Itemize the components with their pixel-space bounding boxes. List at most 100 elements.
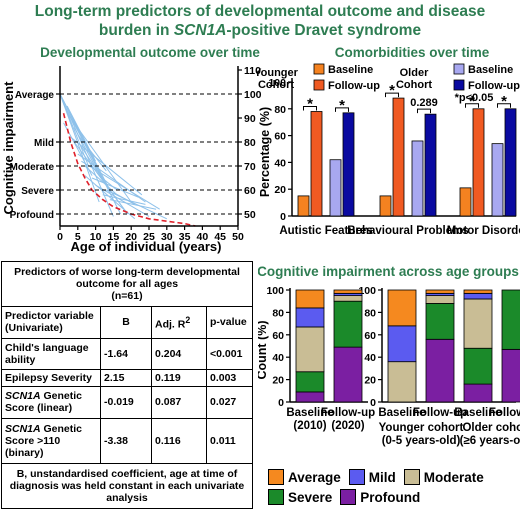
y-tick-label: 60 xyxy=(364,330,376,342)
title-line-2: burden in SCN1A-positive Dravet syndrome xyxy=(0,21,520,40)
legend-label: Baseline xyxy=(328,64,373,76)
legend-label: Profound xyxy=(360,489,421,505)
header-b: B xyxy=(100,306,152,339)
legend-item-mild: Mild xyxy=(348,468,396,486)
row-gene: SCN1A xyxy=(5,422,41,435)
header-predictor: Predictor variable (Univariate) xyxy=(1,306,101,339)
stacked-segment xyxy=(387,325,417,363)
y-right-tick-label: 50 xyxy=(244,209,256,221)
cohort-label: Younger xyxy=(256,67,299,79)
bar xyxy=(342,112,355,217)
stacked-segment xyxy=(463,383,493,403)
trend-line xyxy=(62,113,196,227)
row-r2: 0.116 xyxy=(151,417,207,464)
y-right-tick-label: 100 xyxy=(244,89,262,101)
bar xyxy=(392,97,405,217)
title-gene: SCN1A xyxy=(173,22,227,39)
x-axis-label: Age of individual (years) xyxy=(71,239,222,254)
y-tick-label: 0 xyxy=(280,211,286,223)
x-tick-label: 0 xyxy=(57,231,63,243)
table-title: Predictors of worse long-term developmen… xyxy=(1,260,253,308)
row-b: -0.019 xyxy=(100,386,152,419)
developmental-outcome-chart: Developmental outcome over time Average Mi… xyxy=(1,45,262,254)
y-right-tick-label: 110 xyxy=(244,65,261,77)
x-tick-label: 10 xyxy=(90,231,102,243)
stacked-segment xyxy=(463,298,493,349)
significance-bracket xyxy=(303,105,317,111)
row-b: -1.64 xyxy=(100,337,152,370)
stacked-segment xyxy=(463,292,493,300)
stacked-segment xyxy=(425,338,455,403)
y-axis-label: Percentage (%) xyxy=(258,107,272,197)
y-tick-label: 80 xyxy=(364,307,376,319)
stacked-segment xyxy=(333,289,363,294)
series-line xyxy=(102,194,146,205)
row-p: 0.011 xyxy=(206,417,253,464)
legend-item-moderate: Moderate xyxy=(403,468,484,486)
bar xyxy=(459,187,472,217)
y-left-tick-label: Average xyxy=(15,90,55,101)
group-sublabel: (0-5 years-old) xyxy=(382,435,461,447)
table-header-row: Predictor variable (Univariate) B Adj. R… xyxy=(1,306,253,339)
y-tick-label: 0 xyxy=(370,397,376,409)
row-name: SCN1A Genetic Score (linear) xyxy=(1,386,101,419)
series-line xyxy=(77,134,107,172)
legend-label: Mild xyxy=(368,469,396,485)
legend-label: Average xyxy=(288,469,341,485)
table-row: Epilepsy Severity 2.15 0.119 0.003 xyxy=(1,368,253,388)
stacked-segment xyxy=(387,361,417,403)
series-line xyxy=(66,105,97,162)
stacked-segment xyxy=(295,371,325,393)
row-gene: SCN1A xyxy=(5,390,41,403)
y-axis-label: Cognitive impairment xyxy=(1,81,16,215)
bar xyxy=(310,111,323,217)
group-label: Younger cohort xyxy=(379,422,464,434)
table-row: SCN1A Genetic Score (linear) -0.019 0.08… xyxy=(1,386,253,419)
legend-swatch xyxy=(313,63,325,75)
legend-label: Baseline xyxy=(468,64,513,76)
series-line xyxy=(70,136,143,196)
y-tick-label: 60 xyxy=(274,131,286,143)
y-left-tick-label: Profound xyxy=(10,210,54,221)
table-footnote: B, unstandardised coefficient, age at ti… xyxy=(1,462,253,510)
y-tick-label: 80 xyxy=(272,307,284,319)
legend-item-severe: Severe xyxy=(268,488,332,506)
stacked-segment xyxy=(425,303,455,340)
y-right-tick-label: 80 xyxy=(244,137,256,149)
comorbidities-chart: Comorbidities over timeYoungerCohortOlde… xyxy=(256,45,520,237)
table-row: Child's language ability -1.64 0.204 <0.… xyxy=(1,337,253,370)
group-sublabel: (≥6 years-old) xyxy=(460,435,520,447)
table-n: (n=61) xyxy=(111,290,143,303)
series-line xyxy=(98,175,118,191)
significance-label: * xyxy=(469,93,475,110)
bar xyxy=(329,159,342,217)
category-label: Behavioural Problems xyxy=(347,225,468,237)
x-tick-label: 35 xyxy=(179,231,191,243)
header-adjr2-text: Adj. R xyxy=(155,318,186,331)
y-right-tick-label: 90 xyxy=(244,113,256,125)
significance-label: 0.289 xyxy=(410,97,438,109)
stacked-segment xyxy=(425,295,455,304)
stacked-segment xyxy=(501,289,520,350)
legend-swatch xyxy=(453,79,465,91)
series-line xyxy=(66,112,132,203)
x-tick-label: 25 xyxy=(143,231,155,243)
y-right-tick-label: 70 xyxy=(244,161,256,173)
row-name: Child's language ability xyxy=(1,337,101,370)
stacked-segment xyxy=(295,326,325,373)
significance-label: * xyxy=(501,93,507,110)
row-name-text: Genetic Score >110 (binary) xyxy=(5,422,83,459)
row-name: Epilepsy Severity xyxy=(1,368,101,388)
significance-bracket xyxy=(497,103,511,108)
series-line xyxy=(109,199,157,210)
bar xyxy=(504,108,517,217)
y-tick-label: 40 xyxy=(364,352,376,364)
title-line-2-pre: burden in xyxy=(98,22,174,39)
y-tick-label: 40 xyxy=(272,352,284,364)
bar xyxy=(411,140,424,217)
y-tick-label: 20 xyxy=(364,375,376,387)
stacked-segment xyxy=(463,347,493,385)
title-line-1: Long-term predictors of developmental ou… xyxy=(34,3,486,20)
x-tick-label: 50 xyxy=(232,231,244,243)
bar xyxy=(297,195,310,217)
